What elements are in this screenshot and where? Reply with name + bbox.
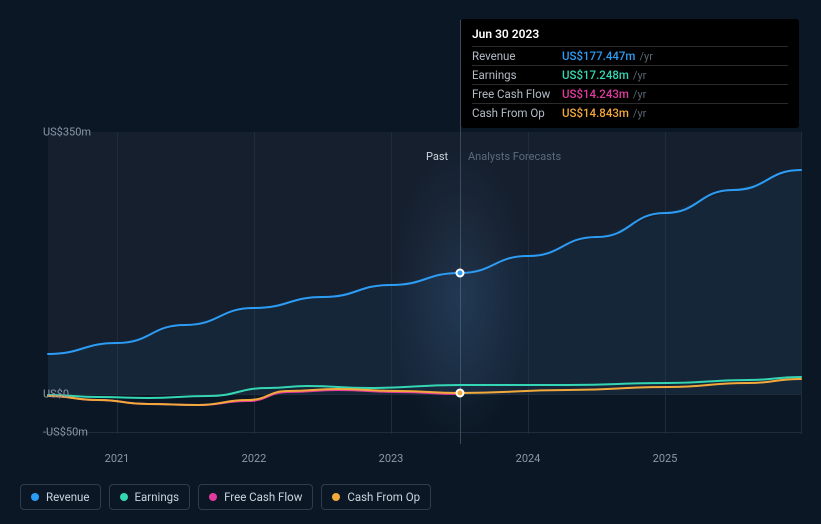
- marker-revenue: [456, 269, 465, 278]
- legend-item-label: Revenue: [46, 490, 90, 504]
- legend-item-revenue[interactable]: Revenue: [20, 484, 101, 510]
- tooltip-row-label: Revenue: [472, 49, 562, 64]
- x-axis-label: 2022: [242, 452, 267, 465]
- legend: Revenue Earnings Free Cash Flow Cash From O…: [20, 484, 431, 510]
- legend-item-cash-from-op[interactable]: Cash From Op: [321, 484, 431, 510]
- tooltip-row-suffix: /yr: [633, 87, 646, 102]
- tooltip-row: Cash From OpUS$14.843m/yr: [472, 103, 788, 122]
- tooltip-row-suffix: /yr: [633, 106, 646, 121]
- tooltip-row-suffix: /yr: [639, 49, 652, 64]
- x-axis-label: 2025: [653, 452, 678, 465]
- tooltip-row-value: US$177.447m: [562, 49, 635, 64]
- legend-item-label: Cash From Op: [347, 490, 420, 504]
- legend-dot-icon: [209, 493, 217, 501]
- legend-dot-icon: [31, 493, 39, 501]
- tooltip-row-suffix: /yr: [633, 68, 646, 83]
- tooltip-row-value: US$14.243m: [562, 87, 629, 102]
- x-axis-label: 2024: [516, 452, 541, 465]
- tooltip-row: Free Cash FlowUS$14.243m/yr: [472, 84, 788, 103]
- legend-item-earnings[interactable]: Earnings: [109, 484, 191, 510]
- gridline-v: [801, 132, 802, 434]
- tooltip-row-value: US$14.843m: [562, 106, 629, 121]
- x-axis-label: 2023: [379, 452, 404, 465]
- chart-tooltip: Jun 30 2023 RevenueUS$177.447m/yrEarning…: [461, 19, 799, 128]
- tooltip-row-value: US$17.248m: [562, 68, 629, 83]
- tooltip-row: EarningsUS$17.248m/yr: [472, 65, 788, 84]
- x-axis-label: 2021: [105, 452, 130, 465]
- legend-item-label: Free Cash Flow: [224, 490, 302, 504]
- tooltip-row-label: Free Cash Flow: [472, 87, 562, 102]
- y-axis-label: -US$50m: [43, 426, 88, 439]
- marker-cfo: [456, 389, 465, 398]
- legend-dot-icon: [332, 493, 340, 501]
- tooltip-row: RevenueUS$177.447m/yr: [472, 46, 788, 65]
- tooltip-date: Jun 30 2023: [472, 27, 788, 41]
- legend-item-free-cash-flow[interactable]: Free Cash Flow: [198, 484, 313, 510]
- y-axis-label: US$350m: [43, 126, 91, 139]
- tooltip-row-label: Earnings: [472, 68, 562, 83]
- y-axis-label: US$0: [43, 388, 69, 401]
- tooltip-row-label: Cash From Op: [472, 106, 562, 121]
- legend-dot-icon: [120, 493, 128, 501]
- legend-item-label: Earnings: [135, 490, 180, 504]
